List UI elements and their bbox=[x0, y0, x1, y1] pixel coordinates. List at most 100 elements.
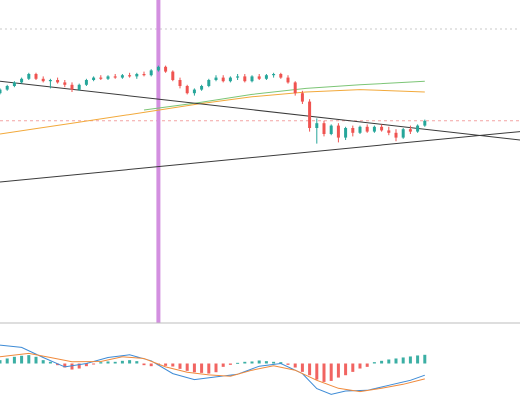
candle-body bbox=[149, 70, 153, 76]
histogram-bar bbox=[293, 363, 297, 368]
histogram-bar bbox=[250, 361, 254, 364]
candle-body bbox=[5, 86, 9, 90]
candle-body bbox=[416, 125, 420, 132]
candle-body bbox=[293, 82, 297, 94]
histogram-bar bbox=[149, 363, 153, 367]
histogram-bar bbox=[329, 363, 333, 381]
histogram-bar bbox=[416, 355, 420, 364]
moving-average-layer bbox=[0, 80, 425, 135]
histogram-bar bbox=[401, 357, 405, 364]
candle-body bbox=[70, 84, 74, 90]
candle-body bbox=[401, 129, 405, 138]
candle-body bbox=[250, 76, 254, 82]
histogram-bar bbox=[264, 361, 268, 364]
histogram-bar bbox=[423, 354, 427, 364]
moving-average-fast bbox=[0, 89, 425, 135]
histogram-bar bbox=[365, 363, 369, 367]
histogram-bar bbox=[358, 363, 362, 369]
histogram-bar bbox=[70, 363, 74, 370]
candle-body bbox=[300, 93, 304, 102]
candle-body bbox=[286, 77, 290, 83]
candle-body bbox=[48, 80, 52, 82]
candle-body bbox=[156, 66, 160, 71]
vertical-marker bbox=[156, 0, 161, 323]
grid-layer bbox=[0, 28, 520, 122]
candle-body bbox=[214, 77, 218, 80]
histogram-bar bbox=[200, 363, 204, 373]
marker-layer bbox=[156, 0, 161, 323]
histogram-bar bbox=[394, 358, 398, 364]
histogram-bar bbox=[113, 361, 117, 364]
candle-body bbox=[365, 126, 369, 132]
candle-body bbox=[272, 74, 276, 76]
histogram-bar bbox=[135, 361, 139, 364]
histogram-bar bbox=[106, 361, 110, 364]
candle-body bbox=[12, 82, 16, 86]
candle-body bbox=[135, 74, 139, 77]
histogram-bar bbox=[372, 362, 376, 364]
histogram-bar bbox=[207, 363, 211, 374]
histogram-bar bbox=[214, 363, 218, 373]
histogram-bar bbox=[336, 363, 340, 378]
histogram-bar bbox=[34, 356, 38, 364]
histogram-bar bbox=[387, 359, 391, 364]
trendline-layer bbox=[0, 80, 520, 183]
trendline-2 bbox=[0, 131, 520, 183]
candle-body bbox=[387, 130, 391, 133]
candle-body bbox=[20, 78, 24, 83]
candle-body bbox=[27, 74, 31, 79]
candle-body bbox=[84, 80, 88, 85]
candle-body bbox=[344, 128, 348, 138]
candle-body bbox=[106, 76, 110, 79]
histogram-bar bbox=[300, 363, 304, 372]
candle-body bbox=[308, 101, 312, 128]
candle-body bbox=[113, 76, 117, 78]
candle-body bbox=[380, 126, 384, 131]
histogram-bar bbox=[20, 355, 24, 364]
histogram-bar bbox=[257, 360, 261, 364]
histogram-bar bbox=[308, 363, 312, 376]
histogram-bar bbox=[315, 363, 319, 380]
candle-body bbox=[128, 75, 132, 77]
histogram-bar bbox=[351, 363, 355, 372]
candle-body bbox=[264, 75, 268, 79]
candle-body bbox=[92, 77, 96, 80]
candle-body bbox=[192, 89, 196, 94]
candle-body bbox=[257, 76, 261, 79]
candle-body bbox=[142, 74, 146, 76]
candlestick-layer bbox=[0, 65, 427, 144]
candle-body bbox=[221, 77, 225, 82]
candle-body bbox=[99, 77, 103, 79]
candle-body bbox=[185, 86, 189, 94]
histogram-bar bbox=[221, 363, 225, 367]
histogram-bar bbox=[236, 362, 240, 364]
candle-body bbox=[315, 123, 319, 128]
signal-line bbox=[0, 352, 425, 393]
candle-body bbox=[279, 74, 283, 78]
candle-body bbox=[164, 66, 168, 72]
histogram-bar bbox=[322, 363, 326, 382]
candle-body bbox=[329, 125, 333, 134]
candle-body bbox=[394, 132, 398, 138]
histogram-bar bbox=[77, 363, 81, 369]
histogram-bar bbox=[63, 363, 67, 368]
histogram-bar bbox=[286, 363, 290, 365]
moving-average-slow bbox=[143, 80, 425, 111]
histogram-bar bbox=[0, 360, 2, 364]
candle-body bbox=[358, 126, 362, 133]
histogram-bar bbox=[128, 360, 132, 364]
candle-body bbox=[0, 89, 2, 94]
candle-body bbox=[207, 80, 211, 86]
histogram-bar bbox=[380, 360, 384, 364]
histogram-bar bbox=[92, 363, 96, 365]
histogram-bar bbox=[12, 356, 16, 364]
macd-line bbox=[0, 344, 425, 395]
histogram-bar bbox=[48, 361, 52, 364]
histogram-bar bbox=[56, 363, 60, 366]
histogram-bar bbox=[178, 363, 182, 369]
histogram-bar bbox=[27, 355, 31, 364]
histogram-bar bbox=[171, 363, 175, 367]
candle-body bbox=[171, 71, 175, 80]
histogram-bar bbox=[279, 362, 283, 364]
